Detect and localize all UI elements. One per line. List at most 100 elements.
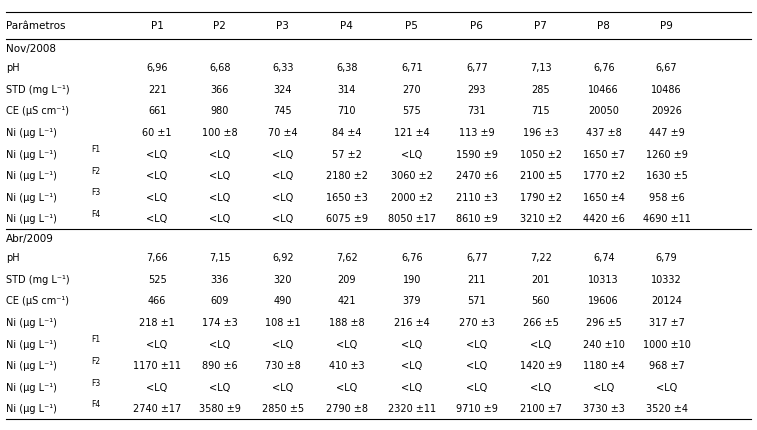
Text: <LQ: <LQ [209, 214, 231, 224]
Text: 466: 466 [148, 296, 167, 306]
Text: 7,66: 7,66 [146, 253, 168, 263]
Text: <LQ: <LQ [146, 192, 168, 202]
Text: 7,22: 7,22 [530, 253, 552, 263]
Text: 490: 490 [273, 296, 292, 306]
Text: <LQ: <LQ [656, 382, 678, 392]
Text: 201: 201 [531, 274, 550, 284]
Text: 437 ±8: 437 ±8 [586, 128, 621, 138]
Text: Ni (μg L⁻¹): Ni (μg L⁻¹) [6, 317, 57, 327]
Text: 113 ±9: 113 ±9 [459, 128, 495, 138]
Text: 7,13: 7,13 [530, 63, 552, 73]
Text: 266 ±5: 266 ±5 [523, 317, 559, 327]
Text: 270 ±3: 270 ±3 [459, 317, 495, 327]
Text: <LQ: <LQ [530, 382, 552, 392]
Text: 188 ±8: 188 ±8 [329, 317, 365, 327]
Text: <LQ: <LQ [530, 339, 552, 349]
Text: 2100 ±7: 2100 ±7 [520, 403, 562, 414]
Text: F2: F2 [91, 166, 100, 175]
Text: 710: 710 [338, 106, 356, 116]
Text: <LQ: <LQ [272, 339, 294, 349]
Text: 715: 715 [531, 106, 550, 116]
Text: <LQ: <LQ [209, 382, 231, 392]
Text: 320: 320 [273, 274, 292, 284]
Text: 6,74: 6,74 [593, 253, 615, 263]
Text: <LQ: <LQ [272, 171, 294, 181]
Text: Ni (μg L⁻¹): Ni (μg L⁻¹) [6, 403, 57, 414]
Text: 10313: 10313 [588, 274, 619, 284]
Text: <LQ: <LQ [272, 214, 294, 224]
Text: Ni (μg L⁻¹): Ni (μg L⁻¹) [6, 171, 57, 181]
Text: P7: P7 [534, 22, 547, 31]
Text: <LQ: <LQ [146, 339, 168, 349]
Text: 57 ±2: 57 ±2 [332, 149, 362, 159]
Text: <LQ: <LQ [272, 382, 294, 392]
Text: 525: 525 [148, 274, 167, 284]
Text: Ni (μg L⁻¹): Ni (μg L⁻¹) [6, 214, 57, 224]
Text: 2470 ±6: 2470 ±6 [456, 171, 498, 181]
Text: F3: F3 [91, 378, 100, 387]
Text: P6: P6 [470, 22, 484, 31]
Text: 285: 285 [531, 85, 550, 95]
Text: 1650 ±4: 1650 ±4 [583, 192, 625, 202]
Text: F4: F4 [91, 209, 100, 218]
Text: 100 ±8: 100 ±8 [202, 128, 238, 138]
Text: 60 ±1: 60 ±1 [142, 128, 172, 138]
Text: <LQ: <LQ [146, 149, 168, 159]
Text: 174 ±3: 174 ±3 [202, 317, 238, 327]
Text: 10332: 10332 [651, 274, 682, 284]
Text: 379: 379 [403, 296, 421, 306]
Text: 314: 314 [338, 85, 356, 95]
Text: 190: 190 [403, 274, 421, 284]
Text: 296 ±5: 296 ±5 [586, 317, 621, 327]
Text: 336: 336 [210, 274, 229, 284]
Text: 1650 ±3: 1650 ±3 [326, 192, 368, 202]
Text: Ni (μg L⁻¹): Ni (μg L⁻¹) [6, 128, 57, 138]
Text: 731: 731 [468, 106, 486, 116]
Text: 968 ±7: 968 ±7 [649, 360, 684, 370]
Text: 1000 ±10: 1000 ±10 [643, 339, 690, 349]
Text: 6,67: 6,67 [656, 63, 678, 73]
Text: 216 ±4: 216 ±4 [394, 317, 430, 327]
Text: 745: 745 [273, 106, 292, 116]
Text: 730 ±8: 730 ±8 [265, 360, 301, 370]
Text: P5: P5 [405, 22, 419, 31]
Text: 410 ±3: 410 ±3 [329, 360, 365, 370]
Text: STD (mg L⁻¹): STD (mg L⁻¹) [6, 85, 70, 95]
Text: P3: P3 [276, 22, 289, 31]
Text: 317 ±7: 317 ±7 [649, 317, 684, 327]
Text: 2740 ±17: 2740 ±17 [133, 403, 181, 414]
Text: 8610 ±9: 8610 ±9 [456, 214, 498, 224]
Text: <LQ: <LQ [272, 149, 294, 159]
Text: Parâmetros: Parâmetros [6, 22, 66, 31]
Text: 3210 ±2: 3210 ±2 [520, 214, 562, 224]
Text: <LQ: <LQ [146, 382, 168, 392]
Text: <LQ: <LQ [401, 360, 422, 370]
Text: 10486: 10486 [651, 85, 682, 95]
Text: <LQ: <LQ [209, 149, 231, 159]
Text: 1420 ±9: 1420 ±9 [520, 360, 562, 370]
Text: 2110 ±3: 2110 ±3 [456, 192, 498, 202]
Text: 2850 ±5: 2850 ±5 [262, 403, 304, 414]
Text: 1260 ±9: 1260 ±9 [646, 149, 687, 159]
Text: <LQ: <LQ [401, 382, 422, 392]
Text: Ni (μg L⁻¹): Ni (μg L⁻¹) [6, 382, 57, 392]
Text: <LQ: <LQ [336, 382, 357, 392]
Text: 1790 ±2: 1790 ±2 [520, 192, 562, 202]
Text: 108 ±1: 108 ±1 [265, 317, 301, 327]
Text: 560: 560 [531, 296, 550, 306]
Text: 1050 ±2: 1050 ±2 [520, 149, 562, 159]
Text: 218 ±1: 218 ±1 [139, 317, 175, 327]
Text: 3520 ±4: 3520 ±4 [646, 403, 687, 414]
Text: <LQ: <LQ [593, 382, 615, 392]
Text: 211: 211 [468, 274, 486, 284]
Text: 421: 421 [338, 296, 356, 306]
Text: <LQ: <LQ [272, 192, 294, 202]
Text: 2320 ±11: 2320 ±11 [388, 403, 436, 414]
Text: 1770 ±2: 1770 ±2 [583, 171, 625, 181]
Text: 6,68: 6,68 [209, 63, 231, 73]
Text: 324: 324 [273, 85, 292, 95]
Text: CE (μS cm⁻¹): CE (μS cm⁻¹) [6, 106, 69, 116]
Text: CE (μS cm⁻¹): CE (μS cm⁻¹) [6, 296, 69, 306]
Text: 6,96: 6,96 [146, 63, 168, 73]
Text: 3730 ±3: 3730 ±3 [583, 403, 625, 414]
